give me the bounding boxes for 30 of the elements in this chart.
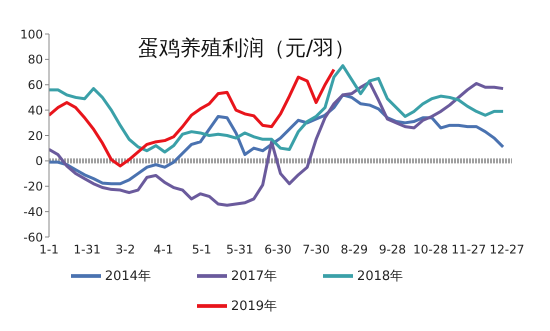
x-tick-label: 4-1 [154, 242, 174, 257]
x-tick-label: 10-28 [413, 242, 448, 257]
chart-title: 蛋鸡养殖利润（元/羽） [138, 35, 356, 62]
legend-label: 2018年 [357, 268, 404, 284]
x-tick-label: 1-1 [39, 242, 59, 257]
x-tick-label: 11-27 [451, 242, 486, 257]
x-tick-label: 6-30 [264, 242, 292, 257]
y-tick-label: 80 [28, 52, 43, 67]
y-tick-label: 40 [28, 103, 43, 118]
y-tick-label: 0 [35, 154, 43, 168]
y-tick-label: 100 [20, 27, 43, 42]
line-series [49, 68, 336, 168]
x-tick-label: 3-2 [116, 242, 136, 257]
x-tick-label: 7-30 [302, 242, 330, 257]
y-tick-label: -20 [23, 180, 43, 194]
y-tick-label: 60 [28, 78, 43, 92]
x-tick-label: 8-29 [340, 242, 368, 257]
line-series [49, 64, 505, 154]
legend-label: 2014年 [104, 268, 151, 284]
x-tick-label: 1-31 [74, 242, 101, 257]
legend-label: 2019年 [230, 298, 278, 314]
x-tick-label: 12-27 [489, 242, 524, 257]
x-tick-label: 5-31 [226, 242, 254, 257]
y-tick-label: -40 [23, 204, 43, 219]
x-tick-label: 5-1 [192, 242, 212, 257]
x-tick-label: 9-28 [378, 242, 406, 257]
legend-label: 2017年 [230, 268, 278, 284]
y-tick-label: 20 [28, 128, 43, 143]
y-tick-label: -60 [23, 230, 43, 244]
line-series [49, 80, 505, 207]
